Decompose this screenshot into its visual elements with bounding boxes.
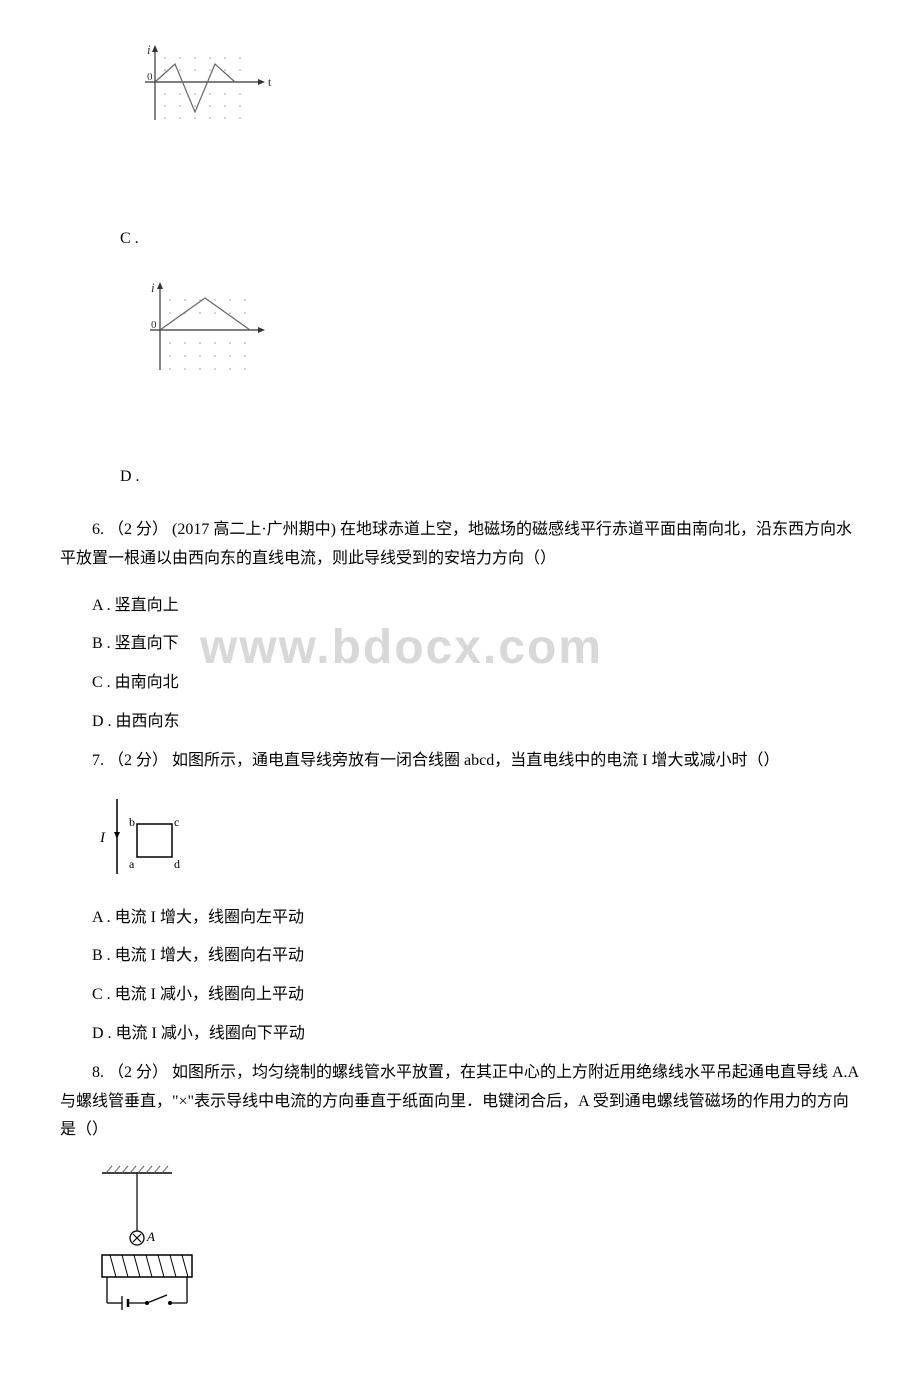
x-axis-arrow <box>258 327 265 333</box>
option-d-figure-block: i 0 D . <box>120 278 860 486</box>
q7-figure: I b c a d <box>92 794 860 889</box>
label-b: b <box>129 815 135 829</box>
dots-grid <box>169 299 246 370</box>
q6-option-d: D . 由西向东 <box>92 708 860 737</box>
question-6-text: 6. （2 分） (2017 高二上·广州期中) 在地球赤道上空，地磁场的磁感线… <box>60 516 860 574</box>
y-axis-label: i <box>151 280 155 295</box>
option-d-label: D . <box>120 468 140 486</box>
origin-label: 0 <box>151 319 157 331</box>
q7-option-b: B . 电流 I 增大，线圈向右平动 <box>92 942 860 971</box>
option-c-label: C . <box>120 230 139 248</box>
hatching <box>106 1166 168 1173</box>
x-axis-arrow <box>258 79 265 85</box>
square-loop <box>137 824 172 857</box>
y-axis-arrow <box>157 282 163 289</box>
current-arrow <box>114 832 120 839</box>
q7-circuit-svg: I b c a d <box>92 794 202 884</box>
q7-option-d: D . 电流 I 减小，线圈向下平动 <box>92 1020 860 1049</box>
q6-option-b: B . 竖直向下 <box>92 630 860 659</box>
q6-option-a: A . 竖直向上 <box>92 592 860 621</box>
q6-option-c: C . 由南向北 <box>92 669 860 698</box>
wire-current-label: I <box>99 830 106 846</box>
y-axis-label: i <box>147 42 151 57</box>
q7-option-a: A . 电流 I 增大，线圈向左平动 <box>92 904 860 933</box>
question-7-text: 7. （2 分） 如图所示，通电直导线旁放有一闭合线圈 abcd，当直电线中的电… <box>60 747 860 776</box>
label-a: a <box>129 857 135 871</box>
waveform <box>155 64 235 112</box>
x-axis-label: t <box>268 75 272 89</box>
y-axis-arrow <box>152 45 158 52</box>
wire-a-label: A <box>146 1229 155 1244</box>
option-c-figure-block: i 0 t C . <box>120 40 860 248</box>
waveform <box>160 298 250 330</box>
label-d: d <box>174 857 180 871</box>
option-c-graph: i 0 t <box>120 40 280 150</box>
q8-circuit-svg: A <box>92 1163 222 1323</box>
solenoid-coils <box>110 1255 188 1277</box>
question-8-text: 8. （2 分） 如图所示，均匀绕制的螺线管水平放置，在其正中心的上方附近用绝缘… <box>60 1059 860 1145</box>
q7-option-c: C . 电流 I 减小，线圈向上平动 <box>92 981 860 1010</box>
option-d-graph: i 0 <box>120 278 280 388</box>
label-c: c <box>174 815 179 829</box>
origin-label: 0 <box>147 71 153 83</box>
q8-figure: A <box>92 1163 860 1328</box>
